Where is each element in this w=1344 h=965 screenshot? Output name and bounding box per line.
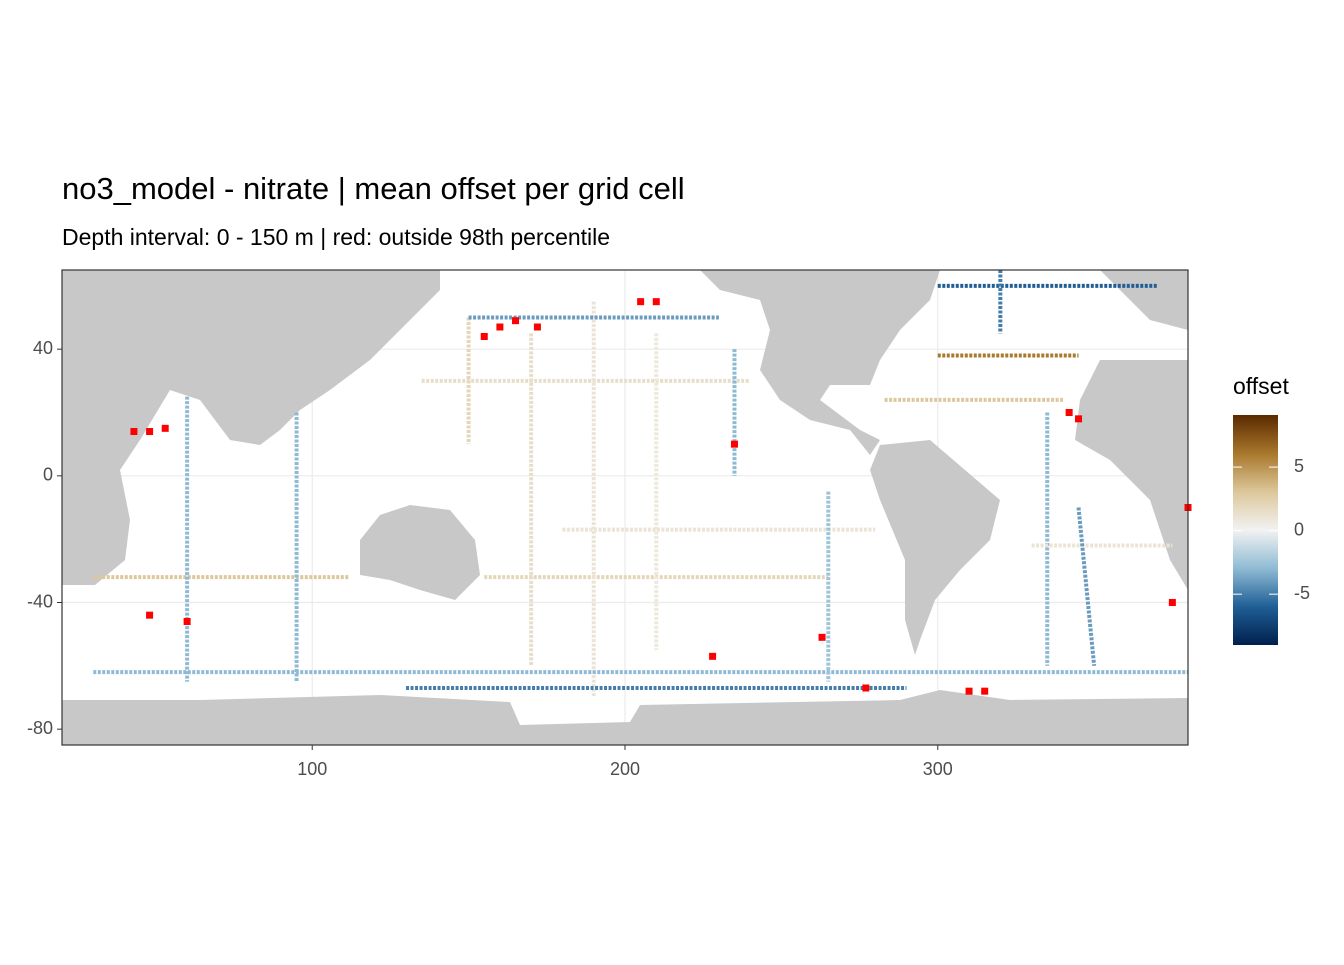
outlier-cell (146, 428, 154, 435)
outlier-cell (512, 317, 520, 325)
y-tick-label: 40 (33, 338, 53, 358)
outlier-cell (709, 652, 717, 660)
marks (93, 270, 1192, 698)
outlier-cell (1168, 599, 1176, 606)
land-australia (360, 505, 480, 600)
outlier-cell (862, 684, 870, 692)
outlier-cell (818, 633, 826, 641)
colorbar (1233, 415, 1278, 645)
outlier-cell (1065, 409, 1073, 416)
land (62, 270, 1188, 745)
y-tick-label: -40 (27, 591, 53, 611)
outlier-cell (981, 687, 989, 695)
land-antarctica (62, 690, 1188, 745)
x-tick-label: 100 (297, 759, 327, 779)
y-tick-label: 0 (43, 465, 53, 485)
outlier-cell (965, 687, 973, 695)
outlier-cell (533, 323, 541, 331)
chart-subtitle: Depth interval: 0 - 150 m | red: outside… (62, 224, 610, 250)
outlier-cell (161, 424, 169, 432)
colorbar-tick-label: -5 (1294, 583, 1310, 603)
track-cells (1076, 507, 1097, 667)
outlier-cell (652, 298, 660, 306)
land-eurasia-africa (62, 270, 440, 585)
land-north-america (700, 270, 940, 455)
axes: 100 200 300 -80 -40 0 40 -5 0 5 (27, 338, 1310, 779)
outlier-cell (730, 440, 738, 448)
x-tick-label: 200 (610, 759, 640, 779)
outlier-cell (183, 618, 191, 625)
land-africa-east (1075, 360, 1188, 590)
y-tick-label: -80 (27, 718, 53, 738)
outlier-cell (637, 298, 645, 306)
outlier-cell (496, 323, 504, 331)
outlier-cell (146, 611, 154, 619)
land-south-america (870, 440, 1000, 655)
legend-title: offset (1233, 373, 1289, 399)
outlier-cell (1075, 415, 1083, 423)
colorbar-tick-label: 0 (1294, 519, 1304, 539)
x-tick-label: 300 (923, 759, 953, 779)
outlier-cell (480, 333, 488, 340)
land-greenland (1100, 270, 1188, 330)
chart-title: no3_model - nitrate | mean offset per gr… (62, 171, 685, 206)
colorbar-tick-label: 5 (1294, 456, 1304, 476)
outlier-cell (130, 428, 138, 435)
panel (61, 269, 1192, 746)
